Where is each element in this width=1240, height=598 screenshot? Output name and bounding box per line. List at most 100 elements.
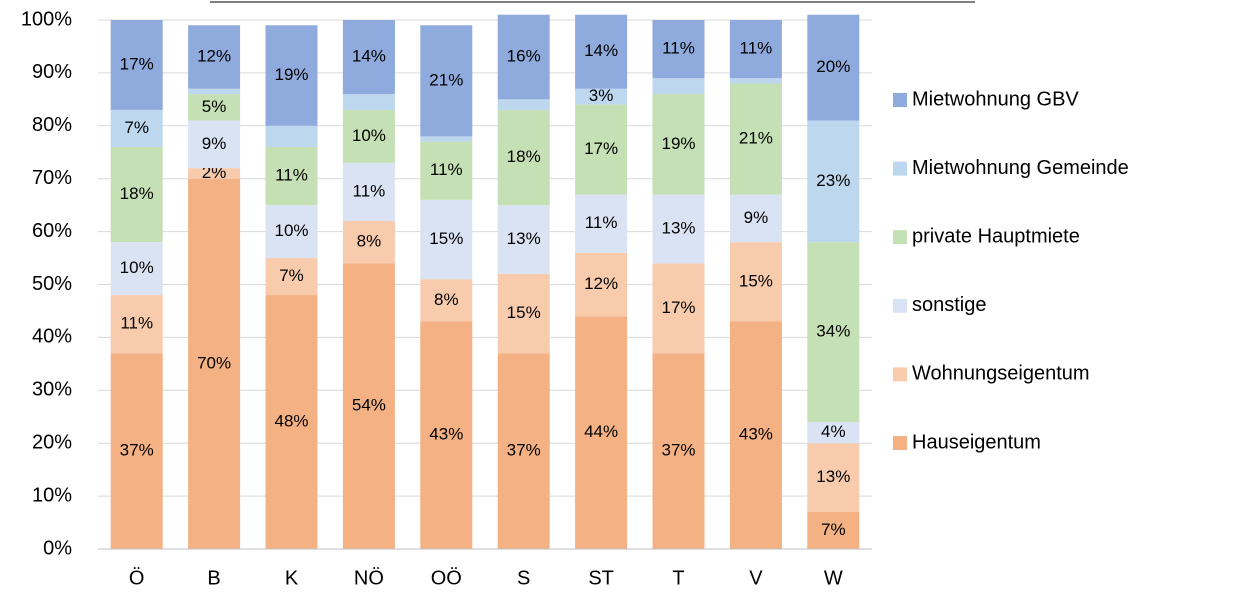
bar-segment <box>652 20 705 79</box>
data-label: 37% <box>120 441 154 460</box>
bar-segment <box>575 104 628 195</box>
bar-segment <box>188 94 241 121</box>
bar-segment <box>188 25 241 89</box>
x-tick-label: NÖ <box>354 567 384 589</box>
data-label: 11% <box>353 181 386 200</box>
data-label: 15% <box>507 303 541 322</box>
bar-segment <box>342 162 395 222</box>
y-tick-label: 10% <box>32 484 72 506</box>
bar-segment <box>729 83 782 195</box>
data-label: 15% <box>739 271 773 290</box>
data-label: 43% <box>739 425 773 444</box>
data-label: 4% <box>821 422 846 441</box>
legend-swatch <box>893 161 907 176</box>
data-label: 13% <box>507 229 541 248</box>
data-label: 19% <box>661 134 695 153</box>
bar-segment <box>342 263 395 549</box>
data-label: 9% <box>744 208 769 227</box>
y-tick-label: 0% <box>43 537 72 559</box>
bar-segment <box>342 221 395 264</box>
bar-segment <box>729 242 782 322</box>
bar-segment <box>110 353 163 549</box>
x-tick-label: S <box>517 567 530 589</box>
data-label: 13% <box>661 218 695 237</box>
legend-label: Mietwohnung GBV <box>912 88 1079 110</box>
data-label: 54% <box>352 396 386 415</box>
legend-swatch <box>893 367 907 382</box>
legend-label: Mietwohnung Gemeinde <box>912 157 1129 179</box>
bar-segment <box>652 94 705 195</box>
data-label: 11% <box>275 166 308 185</box>
bar-segment <box>807 120 860 243</box>
x-tick-label: T <box>672 567 684 589</box>
bar-segment <box>652 263 705 354</box>
data-label: 10% <box>352 126 386 145</box>
data-label: 17% <box>661 298 695 317</box>
data-label: 13% <box>816 467 850 486</box>
bar-segment <box>807 511 860 549</box>
y-tick-label: 90% <box>32 61 72 83</box>
bar-segment <box>497 99 550 110</box>
legend-label: Hauseigentum <box>912 431 1041 453</box>
x-tick-label: Ö <box>129 567 145 589</box>
data-label: 8% <box>434 290 459 309</box>
bar-segment <box>497 109 550 206</box>
bar-segment <box>575 252 628 317</box>
bar-segment <box>497 14 550 100</box>
bar-segment <box>807 14 860 121</box>
data-label: 10% <box>274 221 308 240</box>
data-label: 8% <box>357 232 382 251</box>
data-label: 37% <box>661 441 695 460</box>
bar-segment <box>188 168 241 179</box>
bar-segment <box>110 20 163 110</box>
bar-segment <box>110 295 163 354</box>
x-tick-label: K <box>285 567 299 589</box>
data-label: 21% <box>739 129 773 148</box>
bar-segment <box>188 178 241 549</box>
data-label: 11% <box>740 39 773 58</box>
legend-label: sonstige <box>912 294 987 316</box>
data-label: 44% <box>584 422 618 441</box>
data-label: 18% <box>120 184 154 203</box>
bar-segment <box>342 109 395 163</box>
bar-segment <box>729 20 782 79</box>
bar-segment <box>807 422 860 444</box>
y-tick-label: 100% <box>21 8 72 30</box>
data-label: 21% <box>429 70 463 89</box>
bar-segment <box>265 25 318 126</box>
bar-segment <box>729 194 782 243</box>
bar-segment <box>265 295 318 549</box>
bar-segment <box>729 78 782 84</box>
bar-segment <box>110 146 163 243</box>
y-tick-label: 40% <box>32 326 72 348</box>
data-label: 48% <box>274 412 308 431</box>
data-label: 23% <box>816 171 850 190</box>
bar-segment <box>807 242 860 423</box>
x-tick-label: V <box>749 567 763 589</box>
bar-segment <box>265 258 318 296</box>
bar-segment <box>575 88 628 105</box>
bar-segment <box>342 94 395 110</box>
bar-segment <box>188 120 241 169</box>
data-label: 18% <box>507 147 541 166</box>
legend-swatch <box>893 436 907 450</box>
legend-swatch <box>893 93 907 107</box>
data-label: 17% <box>584 139 618 158</box>
x-tick-label: OÖ <box>431 567 462 589</box>
data-label: 43% <box>429 425 463 444</box>
bar-segment <box>110 242 163 296</box>
data-label: 12% <box>197 47 231 66</box>
bar-segment <box>807 443 860 512</box>
data-label: 7% <box>821 520 846 539</box>
data-label: 11% <box>120 314 153 333</box>
data-label: 3% <box>589 86 614 105</box>
bar-segment <box>497 273 550 354</box>
data-label: 11% <box>662 39 695 58</box>
data-label: 16% <box>507 47 541 66</box>
bar-segment <box>342 20 395 95</box>
legend-label: private Hauptmiete <box>912 225 1080 247</box>
legend-swatch <box>893 298 907 313</box>
bar-segment <box>265 205 318 259</box>
x-tick-label: B <box>207 567 220 589</box>
y-tick-label: 20% <box>32 431 72 453</box>
